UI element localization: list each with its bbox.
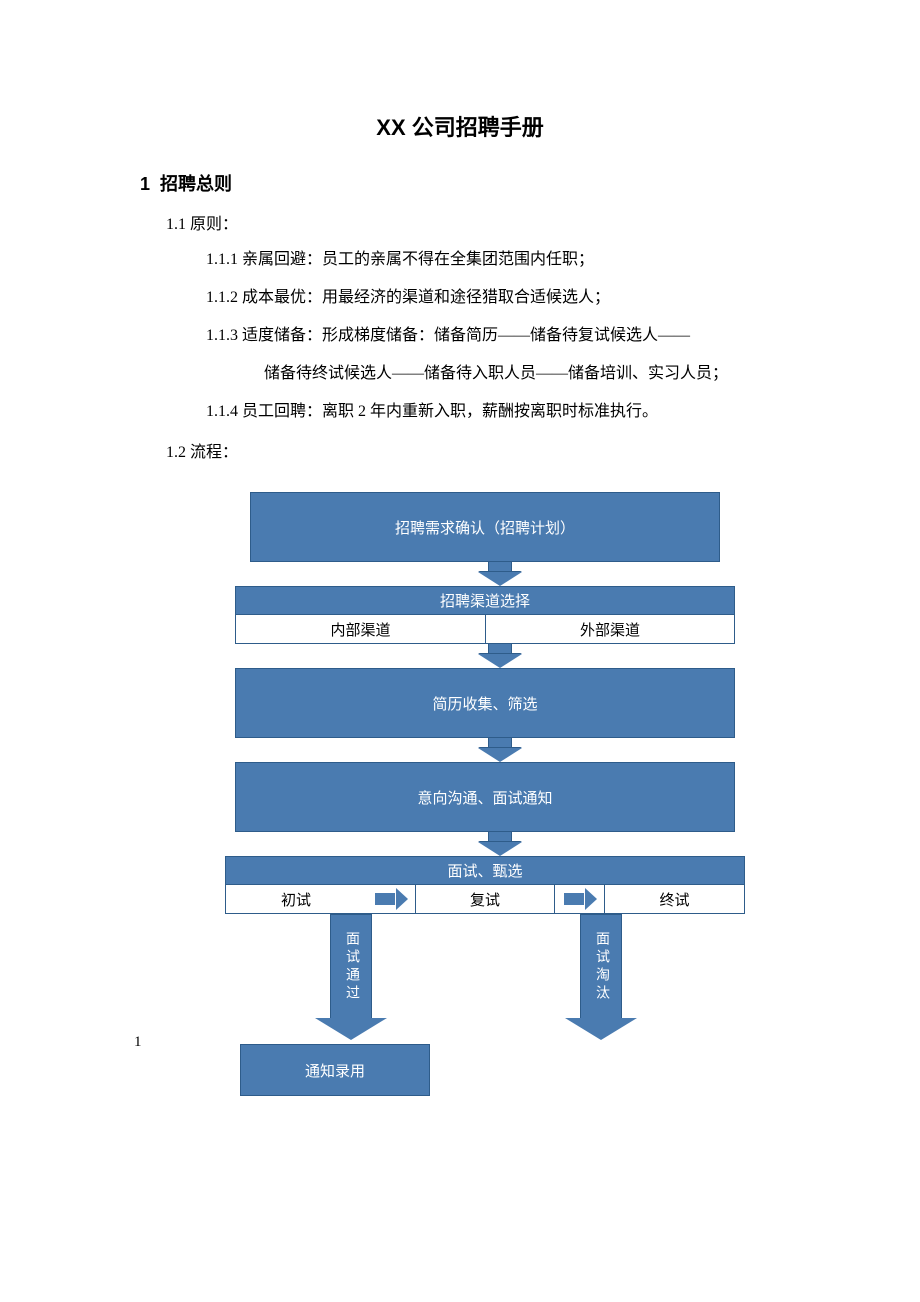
section-1-num: 1	[140, 174, 150, 194]
item-1-1-3a: 1.1.3 适度储备：形成梯度储备：储备简历——储备待复试候选人——	[206, 324, 790, 348]
flow-step-5-sub1: 初试	[226, 885, 366, 913]
flow-arrow-3-4	[478, 738, 522, 762]
flow-step-5: 面试、甄选 初试 复试 终试	[225, 856, 745, 914]
section-1-title: 招聘总则	[160, 174, 232, 194]
flow-pass-arrow: 面试通过	[315, 914, 387, 1040]
flow-step-4: 意向沟通、面试通知	[235, 762, 735, 832]
section-1-1: 1.1 原则：	[166, 210, 790, 234]
flowchart: 招聘需求确认（招聘计划） 招聘渠道选择 内部渠道 外部渠道 简历收集、筛选 意向…	[220, 492, 790, 1096]
flow-arrow-1-2	[478, 562, 522, 586]
section-1-1-num: 1.1	[166, 216, 186, 233]
flow-step-2-sub-left: 内部渠道	[235, 614, 485, 644]
section-1-heading: 1 招聘总则	[140, 170, 790, 196]
item-1-1-3b: 储备待终试候选人——储备待入职人员——储备培训、实习人员；	[264, 362, 790, 386]
section-1-2-num: 1.2	[166, 444, 186, 461]
flow-outcome-arrows: 面试通过 面试淘汰	[220, 914, 790, 1044]
flow-step-3: 简历收集、筛选	[235, 668, 735, 738]
flow-step-5-sub2: 复试	[415, 885, 555, 913]
item-1-1-2: 1.1.2 成本最优：用最经济的渠道和途径猎取合适候选人；	[206, 286, 790, 310]
doc-title: XX 公司招聘手册	[130, 110, 790, 142]
section-1-1-title: 原则：	[190, 216, 238, 233]
flow-step-2-sub-right: 外部渠道	[485, 614, 735, 644]
flow-step-2-header: 招聘渠道选择	[235, 586, 735, 614]
flow-arrow-sub1-sub2	[374, 888, 408, 910]
item-1-1-4: 1.1.4 员工回聘：离职 2 年内重新入职，薪酬按离职时标准执行。	[206, 400, 790, 424]
flow-arrow-2-3	[478, 644, 522, 668]
flow-step-1: 招聘需求确认（招聘计划）	[250, 492, 720, 562]
flow-step-5-sub3: 终试	[604, 885, 744, 913]
flow-step-6: 通知录用	[240, 1044, 430, 1096]
section-1-2-title: 流程：	[190, 444, 238, 461]
flow-step-2: 招聘渠道选择 内部渠道 外部渠道	[235, 586, 735, 644]
flow-arrow-4-5	[478, 832, 522, 856]
section-1-2: 1.2 流程：	[166, 438, 790, 462]
flow-step-5-header: 面试、甄选	[225, 856, 745, 884]
item-1-1-1: 1.1.1 亲属回避：员工的亲属不得在全集团范围内任职；	[206, 248, 790, 272]
flow-arrow-sub2-sub3	[563, 888, 597, 910]
page-number: 1	[134, 1034, 142, 1051]
flow-fail-arrow: 面试淘汰	[565, 914, 637, 1040]
